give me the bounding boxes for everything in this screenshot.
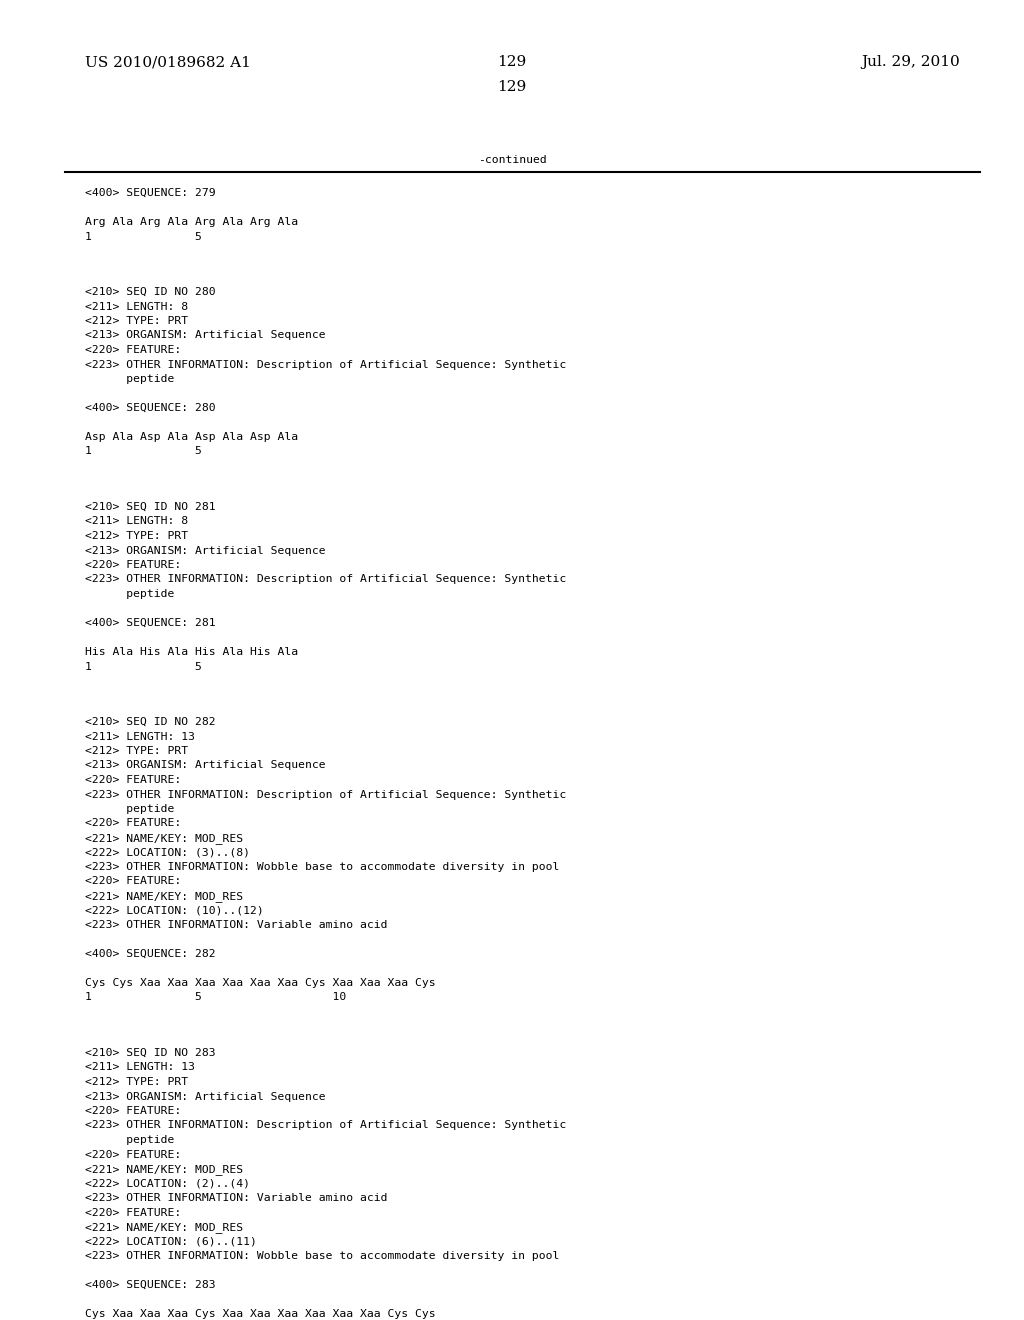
Text: <222> LOCATION: (10)..(12): <222> LOCATION: (10)..(12)	[85, 906, 264, 916]
Text: <222> LOCATION: (2)..(4): <222> LOCATION: (2)..(4)	[85, 1179, 250, 1188]
Text: <210> SEQ ID NO 280: <210> SEQ ID NO 280	[85, 286, 216, 297]
Text: <222> LOCATION: (3)..(8): <222> LOCATION: (3)..(8)	[85, 847, 250, 858]
Text: <210> SEQ ID NO 283: <210> SEQ ID NO 283	[85, 1048, 216, 1059]
Text: <400> SEQUENCE: 279: <400> SEQUENCE: 279	[85, 187, 216, 198]
Text: <213> ORGANISM: Artificial Sequence: <213> ORGANISM: Artificial Sequence	[85, 1092, 326, 1101]
Text: <400> SEQUENCE: 281: <400> SEQUENCE: 281	[85, 618, 216, 628]
Text: <220> FEATURE:: <220> FEATURE:	[85, 1208, 181, 1217]
Text: <221> NAME/KEY: MOD_RES: <221> NAME/KEY: MOD_RES	[85, 833, 243, 843]
Text: <210> SEQ ID NO 281: <210> SEQ ID NO 281	[85, 502, 216, 512]
Text: Jul. 29, 2010: Jul. 29, 2010	[861, 55, 961, 69]
Text: 1               5: 1 5	[85, 446, 202, 457]
Text: His Ala His Ala His Ala His Ala: His Ala His Ala His Ala His Ala	[85, 647, 298, 657]
Text: <400> SEQUENCE: 280: <400> SEQUENCE: 280	[85, 403, 216, 413]
Text: <400> SEQUENCE: 283: <400> SEQUENCE: 283	[85, 1280, 216, 1290]
Text: <210> SEQ ID NO 282: <210> SEQ ID NO 282	[85, 717, 216, 727]
Text: <223> OTHER INFORMATION: Wobble base to accommodate diversity in pool: <223> OTHER INFORMATION: Wobble base to …	[85, 1251, 559, 1261]
Text: <223> OTHER INFORMATION: Description of Artificial Sequence: Synthetic: <223> OTHER INFORMATION: Description of …	[85, 359, 566, 370]
Text: Cys Xaa Xaa Xaa Cys Xaa Xaa Xaa Xaa Xaa Xaa Cys Cys: Cys Xaa Xaa Xaa Cys Xaa Xaa Xaa Xaa Xaa …	[85, 1309, 435, 1319]
Text: US 2010/0189682 A1: US 2010/0189682 A1	[85, 55, 251, 69]
Text: peptide: peptide	[85, 589, 174, 599]
Text: 1               5: 1 5	[85, 231, 202, 242]
Text: <220> FEATURE:: <220> FEATURE:	[85, 1106, 181, 1115]
Text: <212> TYPE: PRT: <212> TYPE: PRT	[85, 315, 188, 326]
Text: -continued: -continued	[477, 154, 547, 165]
Text: peptide: peptide	[85, 1135, 174, 1144]
Text: <221> NAME/KEY: MOD_RES: <221> NAME/KEY: MOD_RES	[85, 1222, 243, 1233]
Text: <221> NAME/KEY: MOD_RES: <221> NAME/KEY: MOD_RES	[85, 891, 243, 902]
Text: 129: 129	[498, 55, 526, 69]
Text: <400> SEQUENCE: 282: <400> SEQUENCE: 282	[85, 949, 216, 960]
Text: <220> FEATURE:: <220> FEATURE:	[85, 1150, 181, 1159]
Text: <211> LENGTH: 8: <211> LENGTH: 8	[85, 301, 188, 312]
Text: 1               5: 1 5	[85, 661, 202, 672]
Text: peptide: peptide	[85, 374, 174, 384]
Text: <222> LOCATION: (6)..(11): <222> LOCATION: (6)..(11)	[85, 1237, 257, 1246]
Text: 129: 129	[498, 81, 526, 94]
Text: <212> TYPE: PRT: <212> TYPE: PRT	[85, 531, 188, 541]
Text: <221> NAME/KEY: MOD_RES: <221> NAME/KEY: MOD_RES	[85, 1164, 243, 1175]
Text: Asp Ala Asp Ala Asp Ala Asp Ala: Asp Ala Asp Ala Asp Ala Asp Ala	[85, 432, 298, 442]
Text: Arg Ala Arg Ala Arg Ala Arg Ala: Arg Ala Arg Ala Arg Ala Arg Ala	[85, 216, 298, 227]
Text: <223> OTHER INFORMATION: Description of Artificial Sequence: Synthetic: <223> OTHER INFORMATION: Description of …	[85, 1121, 566, 1130]
Text: peptide: peptide	[85, 804, 174, 814]
Text: <212> TYPE: PRT: <212> TYPE: PRT	[85, 746, 188, 756]
Text: <223> OTHER INFORMATION: Variable amino acid: <223> OTHER INFORMATION: Variable amino …	[85, 1193, 387, 1203]
Text: <223> OTHER INFORMATION: Wobble base to accommodate diversity in pool: <223> OTHER INFORMATION: Wobble base to …	[85, 862, 559, 873]
Text: <213> ORGANISM: Artificial Sequence: <213> ORGANISM: Artificial Sequence	[85, 760, 326, 771]
Text: 1               5                   10: 1 5 10	[85, 993, 346, 1002]
Text: <220> FEATURE:: <220> FEATURE:	[85, 775, 181, 785]
Text: <220> FEATURE:: <220> FEATURE:	[85, 345, 181, 355]
Text: <223> OTHER INFORMATION: Description of Artificial Sequence: Synthetic: <223> OTHER INFORMATION: Description of …	[85, 789, 566, 800]
Text: <211> LENGTH: 8: <211> LENGTH: 8	[85, 516, 188, 527]
Text: <213> ORGANISM: Artificial Sequence: <213> ORGANISM: Artificial Sequence	[85, 330, 326, 341]
Text: <220> FEATURE:: <220> FEATURE:	[85, 876, 181, 887]
Text: <211> LENGTH: 13: <211> LENGTH: 13	[85, 1063, 195, 1072]
Text: <223> OTHER INFORMATION: Variable amino acid: <223> OTHER INFORMATION: Variable amino …	[85, 920, 387, 931]
Text: <220> FEATURE:: <220> FEATURE:	[85, 818, 181, 829]
Text: <220> FEATURE:: <220> FEATURE:	[85, 560, 181, 570]
Text: Cys Cys Xaa Xaa Xaa Xaa Xaa Xaa Cys Xaa Xaa Xaa Cys: Cys Cys Xaa Xaa Xaa Xaa Xaa Xaa Cys Xaa …	[85, 978, 435, 987]
Text: <212> TYPE: PRT: <212> TYPE: PRT	[85, 1077, 188, 1086]
Text: <213> ORGANISM: Artificial Sequence: <213> ORGANISM: Artificial Sequence	[85, 545, 326, 556]
Text: <211> LENGTH: 13: <211> LENGTH: 13	[85, 731, 195, 742]
Text: <223> OTHER INFORMATION: Description of Artificial Sequence: Synthetic: <223> OTHER INFORMATION: Description of …	[85, 574, 566, 585]
